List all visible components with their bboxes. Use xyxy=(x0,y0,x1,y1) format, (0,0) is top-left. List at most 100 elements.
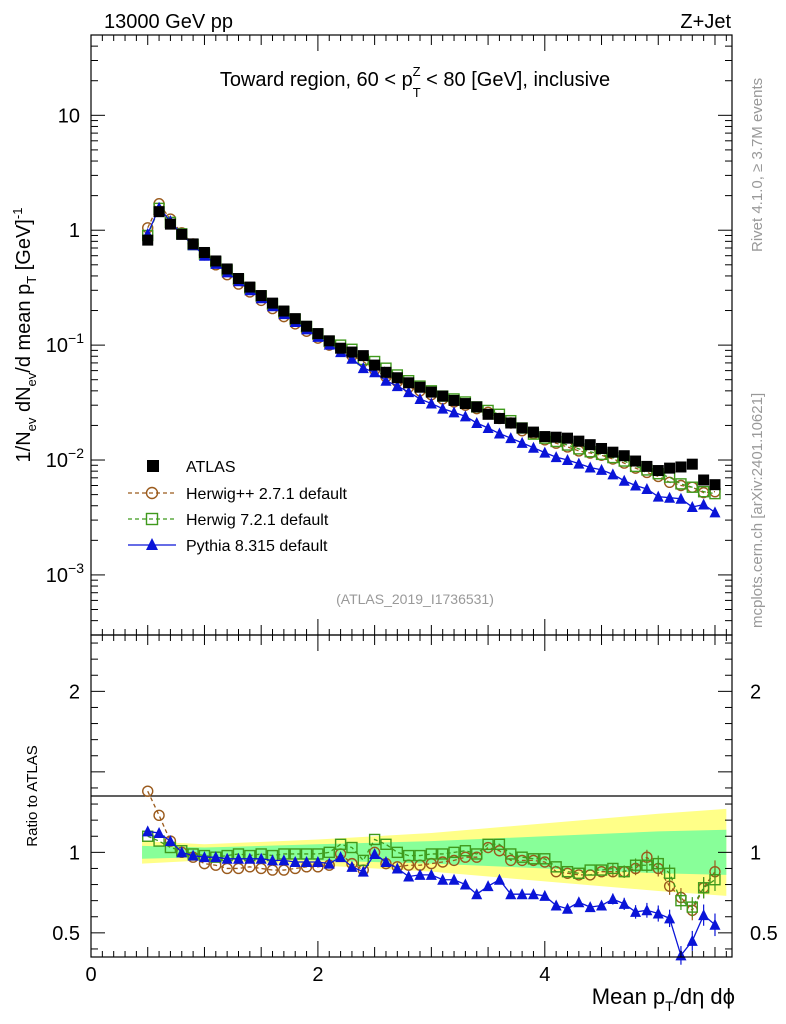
ratio-point-pythia xyxy=(698,909,710,921)
main-point-pythia xyxy=(505,432,517,444)
main-point-pythia xyxy=(550,451,562,463)
main-point-pythia xyxy=(675,492,687,504)
ratio-point-pythia xyxy=(380,856,392,868)
ratio-point-pythia xyxy=(369,847,381,859)
legend-label-herwigpp: Herwig++ 2.7.1 default xyxy=(186,486,348,503)
main-point-pythia xyxy=(573,457,585,469)
main-point-atlas xyxy=(335,342,347,354)
header-process-label: Z+Jet xyxy=(680,11,731,33)
ratio-point-pythia xyxy=(357,865,369,877)
legend-label-pythia: Pythia 8.315 default xyxy=(186,538,328,555)
ratio-point-pythia xyxy=(210,851,222,863)
main-point-pythia xyxy=(391,380,403,392)
main-point-herwig7 xyxy=(697,485,710,498)
ratio-point-pythia xyxy=(232,852,244,864)
ratio-point-herwig7 xyxy=(323,846,335,859)
main-point-atlas xyxy=(607,446,619,458)
ratio-point-pythia xyxy=(664,912,676,924)
main-point-atlas xyxy=(527,426,539,438)
main-point-pythia xyxy=(414,392,426,404)
x-tick-label: 4 xyxy=(539,964,550,986)
legend-marker-herwig7 xyxy=(145,512,159,526)
main-point-pythia xyxy=(369,366,381,378)
main-point-atlas xyxy=(675,461,687,473)
ratio-point-pythia xyxy=(539,889,551,901)
ratio-point-pythia xyxy=(596,899,608,911)
legend-label-herwig7: Herwig 7.2.1 default xyxy=(186,512,329,529)
ratio-y-tick-label-right: 2 xyxy=(750,681,761,703)
ratio-point-pythia xyxy=(164,835,176,847)
ratio-point-pythia xyxy=(153,827,165,839)
ratio-point-herwig7 xyxy=(527,853,540,865)
ratio-point-herwig7 xyxy=(663,867,676,879)
ratio-y-tick-label-right: 0.5 xyxy=(750,923,778,945)
ratio-point-pythia xyxy=(437,873,449,885)
main-y-tick-label: 1 xyxy=(69,220,80,242)
main-point-atlas xyxy=(176,228,188,240)
main-line-herwig7 xyxy=(147,207,716,495)
main-point-atlas xyxy=(630,455,642,467)
main-point-atlas xyxy=(323,335,335,347)
main-point-atlas xyxy=(664,462,676,474)
main-series-herwig7 xyxy=(142,202,721,500)
main-title: Toward region, 60 < pTZ < 80 [GeV], incl… xyxy=(220,64,610,100)
main-point-atlas xyxy=(471,401,483,413)
main-point-pythia xyxy=(437,402,449,414)
ratio-point-herwigpp xyxy=(153,809,165,822)
main-point-atlas xyxy=(550,431,562,443)
ratio-point-herwig7 xyxy=(607,862,619,875)
main-point-pythia xyxy=(482,421,494,433)
main-point-pythia xyxy=(380,374,392,386)
main-point-atlas xyxy=(414,381,426,393)
legend-marker-herwigpp xyxy=(145,486,159,500)
ratio-point-pythia xyxy=(187,849,199,861)
ratio-point-herwig7 xyxy=(505,848,517,860)
ratio-point-pythia xyxy=(482,880,494,892)
main-point-atlas xyxy=(391,372,403,384)
ratio-point-herwig7 xyxy=(414,849,426,862)
ratio-point-herwig7 xyxy=(436,848,449,860)
legend-entry-herwig7: Herwig 7.2.1 default xyxy=(128,512,329,529)
main-line-herwigpp xyxy=(147,202,716,494)
ratio-point-herwigpp xyxy=(493,845,506,857)
ratio-point-pythia xyxy=(221,852,233,864)
main-point-atlas xyxy=(584,439,596,451)
ratio-point-herwigpp xyxy=(436,856,449,868)
ratio-point-herwigpp xyxy=(505,854,517,867)
main-series-herwigpp xyxy=(142,198,721,499)
ratio-point-pythia xyxy=(448,873,460,885)
ratio-point-herwig7 xyxy=(493,838,506,850)
ratio-point-herwigpp xyxy=(142,785,154,797)
main-point-atlas xyxy=(561,432,573,444)
main-point-atlas xyxy=(380,366,392,378)
ratio-point-herwig7 xyxy=(539,853,551,865)
legend-marker-atlas xyxy=(147,460,159,472)
main-point-atlas xyxy=(187,238,199,250)
ratio-point-herwig7 xyxy=(618,865,630,878)
ratio-y-tick-label: 1 xyxy=(69,842,80,864)
ratio-point-pythia xyxy=(278,854,290,866)
legend-marker-pythia xyxy=(146,538,158,550)
main-point-pythia xyxy=(527,441,539,453)
main-point-atlas xyxy=(346,346,358,358)
ratio-point-pythia xyxy=(641,904,653,916)
main-point-pythia xyxy=(709,506,721,518)
main-point-pythia xyxy=(459,410,471,422)
ratio-point-herwig7 xyxy=(686,901,698,913)
ratio-point-herwig7 xyxy=(402,849,415,862)
ratio-point-pythia xyxy=(652,907,664,919)
main-point-pythia xyxy=(539,446,551,458)
main-point-pythia xyxy=(641,482,653,494)
ratio-point-herwig7 xyxy=(584,864,596,876)
ratio-point-pythia xyxy=(289,856,301,868)
analysis-id-label: (ATLAS_2019_I1736531) xyxy=(336,591,494,607)
ratio-point-pythia xyxy=(584,901,596,913)
ratio-line-herwig7 xyxy=(147,835,716,908)
main-y-tick-label: 10−1 xyxy=(46,330,84,357)
main-point-pythia xyxy=(686,501,698,513)
ratio-y-axis-title: Ratio to ATLAS xyxy=(24,745,41,846)
main-point-atlas xyxy=(425,386,437,398)
main-point-pythia xyxy=(346,352,358,364)
main-point-atlas xyxy=(164,218,176,230)
ratio-point-pythia xyxy=(142,825,154,837)
